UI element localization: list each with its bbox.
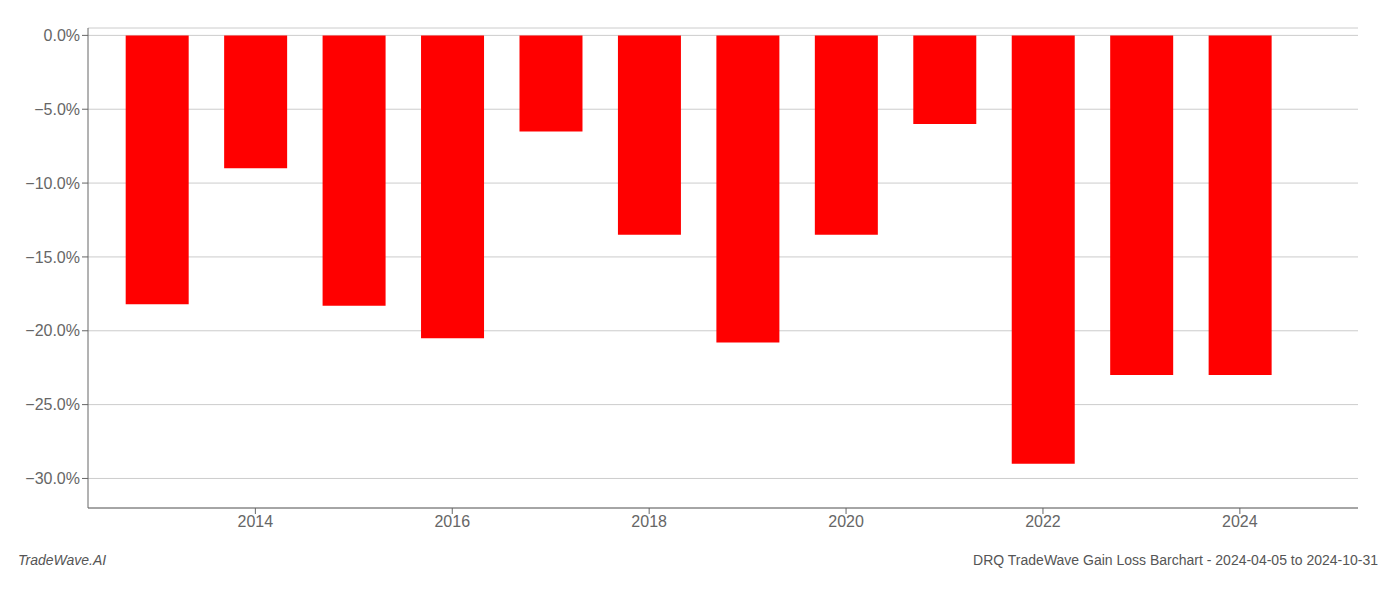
svg-text:−30.0%: −30.0% [25,470,80,487]
html-text:TradeWave.AI: TradeWave.AI [18,552,107,568]
svg-text:2022: 2022 [1025,513,1061,530]
svg-text:−25.0%: −25.0% [25,396,80,413]
svg-text:−10.0%: −10.0% [25,175,80,192]
svg-text:−20.0%: −20.0% [25,322,80,339]
svg-text:2024: 2024 [1222,513,1258,530]
svg-text:−5.0%: −5.0% [34,101,80,118]
svg-text:2016: 2016 [434,513,470,530]
svg-text:2014: 2014 [238,513,274,530]
svg-text:2020: 2020 [828,513,864,530]
html-text:DRQ TradeWave Gain Loss Barcha: DRQ TradeWave Gain Loss Barchart - 2024-… [973,552,1378,568]
svg-text:0.0%: 0.0% [44,27,80,44]
svg-text:2018: 2018 [631,513,667,530]
svg-text:−15.0%: −15.0% [25,249,80,266]
